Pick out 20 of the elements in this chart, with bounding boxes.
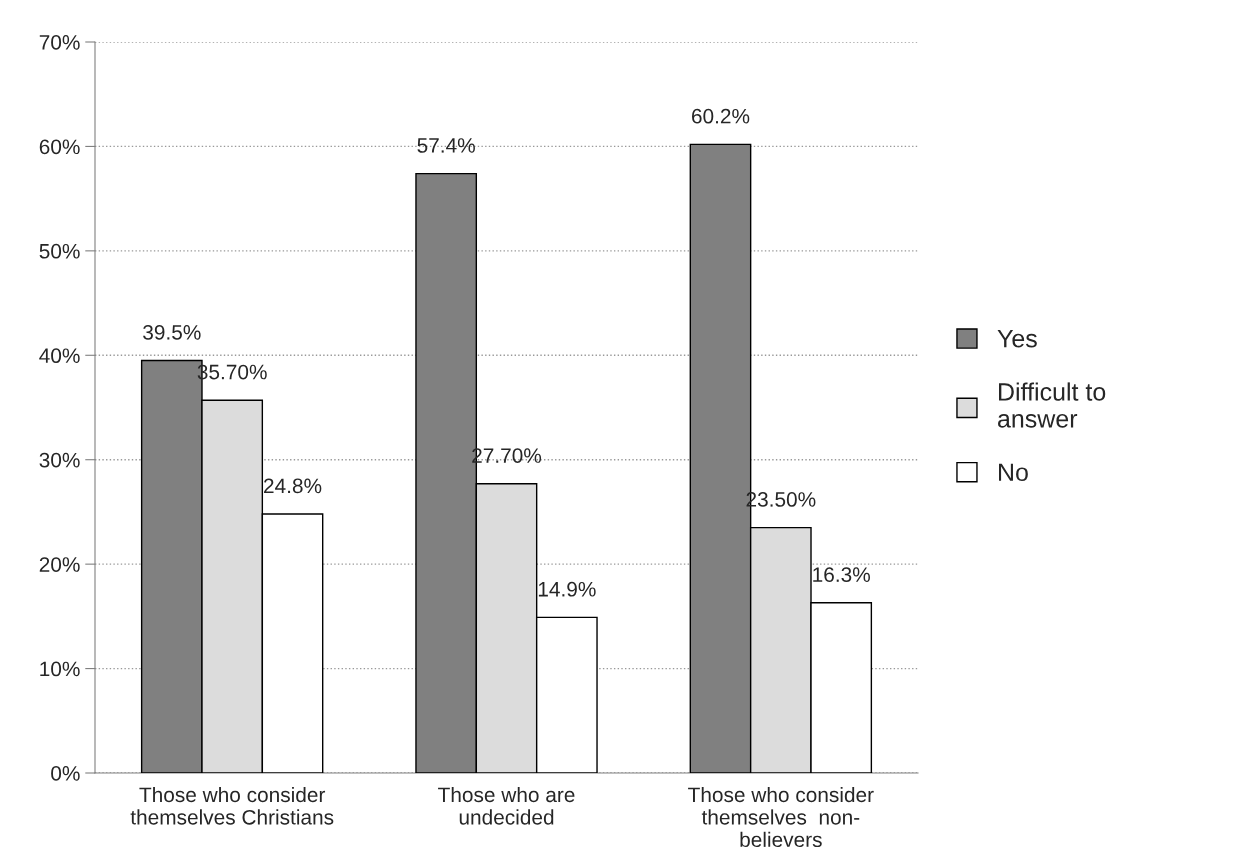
data-label: 14.9% xyxy=(538,581,596,597)
data-label: 57.4% xyxy=(417,138,475,153)
x-tick-label: Those who are undecided xyxy=(438,786,575,825)
data-label: 16.3% xyxy=(813,567,870,582)
y-tick-label: 50% xyxy=(39,243,80,259)
legend-label: Difficult to answer xyxy=(998,382,1106,428)
legend-label: No xyxy=(999,463,1028,482)
y-tick-label: 70% xyxy=(39,35,80,50)
legend-label: Yes xyxy=(997,330,1037,348)
y-tick-label: 30% xyxy=(39,452,80,468)
y-tick-label: 60% xyxy=(39,139,80,155)
x-tick-label: Those who consider themselves non- believers xyxy=(688,786,874,848)
data-label: 39.5% xyxy=(143,324,201,340)
x-tick-label: Those who consider themselves Christians xyxy=(130,786,334,825)
y-tick-label: 10% xyxy=(40,661,80,677)
y-tick-label: 0% xyxy=(51,766,80,781)
y-tick-label: 20% xyxy=(39,557,80,572)
data-label: 60.2% xyxy=(692,108,750,124)
y-tick-label: 40% xyxy=(39,348,80,364)
data-label: 24.8% xyxy=(264,478,322,494)
